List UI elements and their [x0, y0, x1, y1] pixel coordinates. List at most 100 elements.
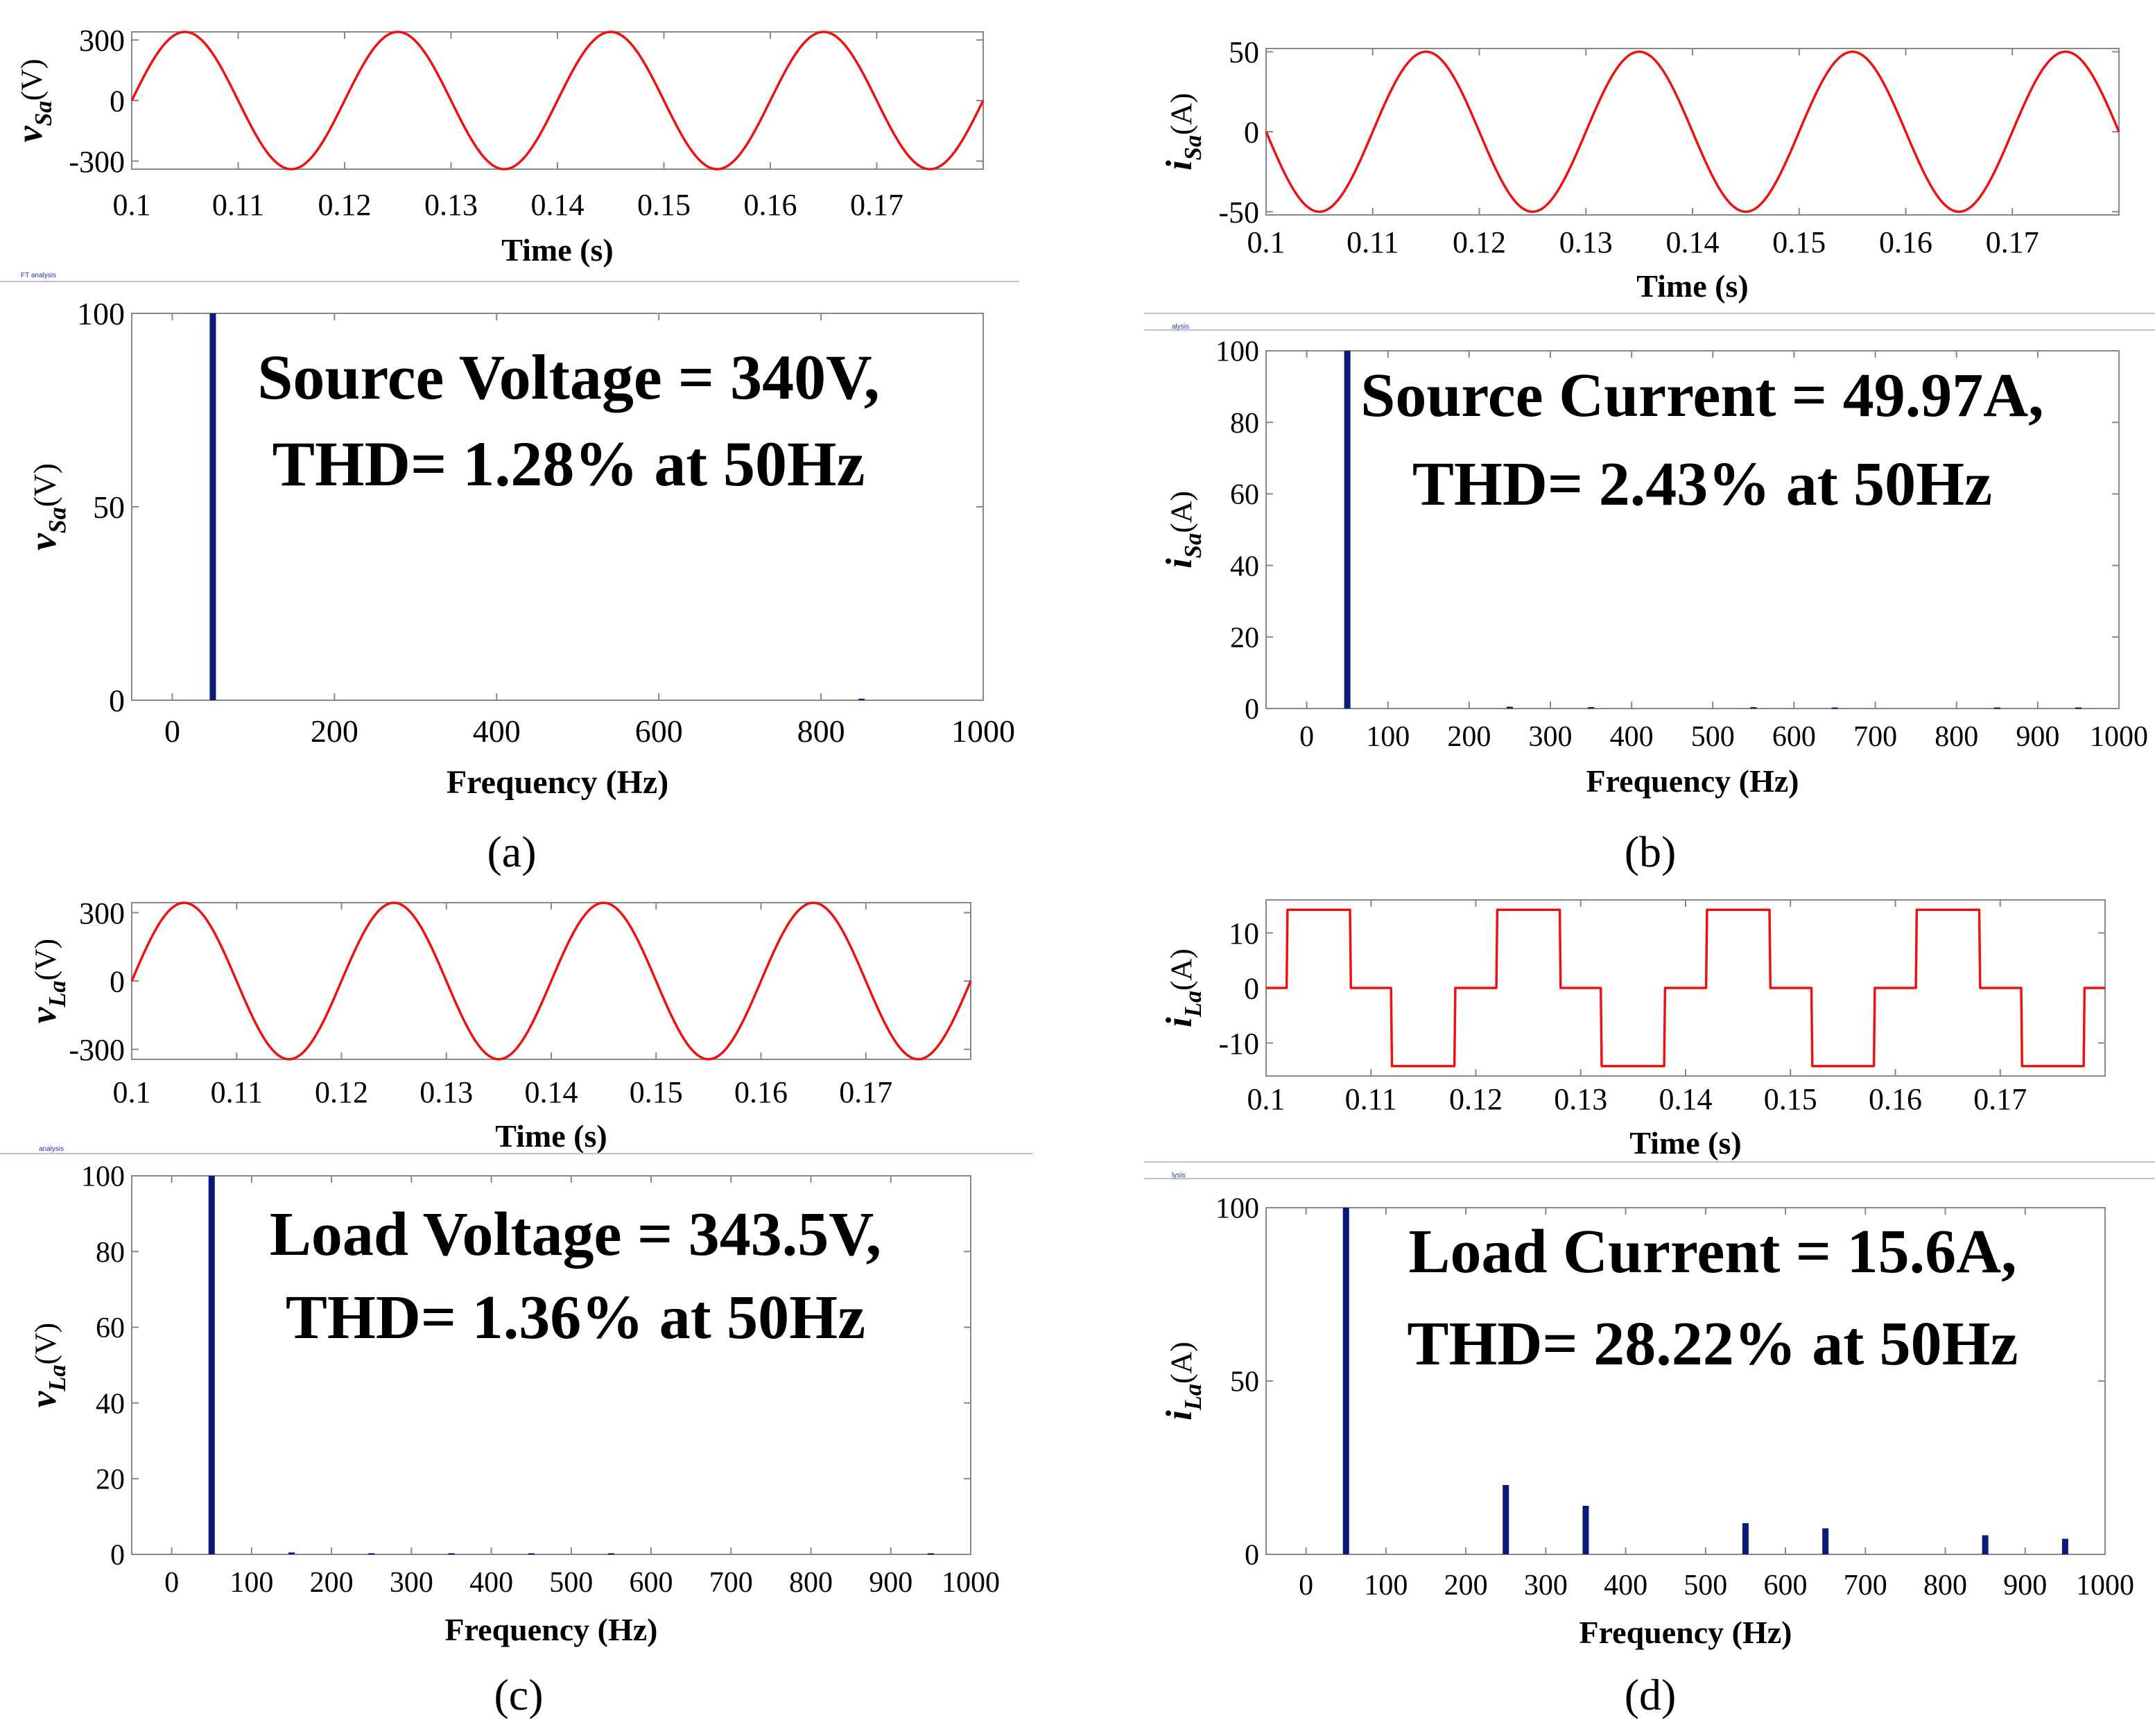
x-tick-label: 0.1	[113, 1075, 151, 1109]
harmonic-bar	[1506, 706, 1513, 709]
y-axis-label: iSa(A)	[1159, 491, 1206, 568]
x-tick-label: 200	[310, 1567, 354, 1599]
x-tick-label: 1000	[2076, 1570, 2134, 1602]
x-tick-label: 0	[1299, 721, 1314, 753]
x-tick-label: 0.13	[1554, 1082, 1607, 1116]
thd-annotation-line: Source Current = 49.97A,	[1360, 361, 2043, 430]
y-axis-label: vSa(V)	[21, 463, 71, 550]
x-tick-label: 200	[1444, 1570, 1488, 1602]
x-tick-label: 200	[1447, 721, 1491, 753]
x-tick-label: 0.1	[1247, 1082, 1286, 1116]
x-tick-label: 0.12	[1453, 225, 1506, 259]
x-tick-label: 0.11	[1345, 1082, 1397, 1116]
x-axis-label: Time (s)	[1629, 1125, 1741, 1161]
x-tick-label: 300	[1529, 721, 1573, 753]
y-axis-label-sub: Sa	[1180, 533, 1206, 558]
y-tick-label: 40	[96, 1388, 125, 1420]
panel-d: 0.1 0.11 0.12 0.13 0.14 0.15 0.16 0.17 -10 0 10 Tim…	[1144, 899, 2155, 1719]
y-tick-label: 10	[1229, 917, 1259, 951]
chart-c-fft: 0 100 200 300 400 500 600 700 800 900 1000 0 20 40 60 8…	[24, 1161, 1000, 1647]
chart-d-time: 0.1 0.11 0.12 0.13 0.14 0.15 0.16 0.17 -10 0 10 Tim…	[1159, 899, 2106, 1161]
y-tick-label: 60	[96, 1312, 125, 1344]
x-tick-label: 800	[797, 713, 845, 749]
harmonic-bar	[1582, 1506, 1589, 1554]
y-axis-label-var: i	[1159, 1410, 1200, 1421]
chart-b-time: 0.1 0.11 0.12 0.13 0.14 0.15 0.16 0.17 -50 0 50 Tim…	[1159, 35, 2120, 304]
toolbar-label-a: FT analysis	[21, 272, 56, 279]
y-axis-label-unit: (V)	[15, 59, 49, 101]
x-tick-label: 300	[390, 1567, 433, 1599]
x-tick-label: 0.16	[1879, 225, 1932, 259]
y-axis-label-sub: Sa	[43, 507, 71, 533]
y-axis-label-sub: La	[1180, 1384, 1206, 1411]
x-tick-label: 0.13	[424, 188, 478, 222]
x-axis-label: Time (s)	[1636, 268, 1748, 304]
harmonic-bar	[1503, 1485, 1509, 1554]
y-tick-label: 0	[1245, 1540, 1259, 1572]
thd-annotation-line: THD= 28.22% at 50Hz	[1407, 1310, 2018, 1378]
x-tick-label: 0.11	[212, 188, 264, 222]
x-tick-label: 500	[1684, 1570, 1727, 1602]
x-tick-label: 100	[1364, 1570, 1408, 1602]
y-axis-label-sub: La	[1180, 991, 1206, 1018]
x-axis-label: Frequency (Hz)	[1579, 1615, 1792, 1650]
y-axis-label-unit: (V)	[29, 1323, 62, 1365]
thd-annotation-line: Load Current = 15.6A,	[1408, 1217, 2016, 1286]
y-tick-label: 100	[1215, 1193, 1259, 1225]
y-tick-label: 0	[1244, 971, 1259, 1005]
harmonic-bar	[368, 1553, 375, 1555]
y-tick-label: 50	[1229, 35, 1259, 69]
harmonic-bar	[2075, 707, 2082, 709]
y-tick-label: 80	[96, 1237, 125, 1269]
x-tick-label: 400	[473, 713, 521, 749]
y-tick-label: -300	[69, 145, 125, 179]
x-tick-label: 0.14	[531, 188, 585, 222]
thd-annotation-line: THD= 2.43% at 50Hz	[1412, 450, 1992, 519]
harmonic-bar	[927, 1553, 934, 1555]
y-axis-label-var: v	[24, 1391, 64, 1407]
panel-label-a: (a)	[487, 827, 536, 876]
x-tick-label: 900	[869, 1567, 912, 1599]
y-tick-label: 100	[77, 296, 125, 331]
chart-d-fft: 0 100 200 300 400 500 600 700 800 900 1000 0 50 100 Fr…	[1159, 1193, 2134, 1650]
y-axis-label-unit: (A)	[1165, 491, 1198, 533]
y-tick-label: 0	[110, 1540, 125, 1572]
x-tick-label: 0.12	[318, 188, 372, 222]
y-tick-label: -10	[1218, 1027, 1259, 1061]
harmonic-bar	[1344, 351, 1351, 709]
x-tick-label: 800	[789, 1567, 833, 1599]
x-tick-label: 1000	[2090, 721, 2148, 753]
y-tick-label: 50	[1230, 1366, 1259, 1398]
plot-frame	[131, 1175, 971, 1555]
toolbar-label-b: alysis	[1172, 323, 1189, 331]
x-tick-label: 0.12	[1449, 1082, 1503, 1116]
y-axis-label: iLa(A)	[1159, 948, 1206, 1027]
x-tick-label: 900	[2016, 721, 2059, 753]
thd-annotation-line: Load Voltage = 343.5V,	[270, 1200, 881, 1269]
waveform-line	[1265, 908, 2106, 1068]
x-tick-label: 0.12	[315, 1075, 368, 1109]
panel-c: 0.1 0.11 0.12 0.13 0.14 0.15 0.16 0.17 -300 0 300 T…	[0, 896, 1033, 1719]
harmonic-bar	[1742, 1523, 1749, 1554]
y-axis-label-sub: La	[44, 1364, 71, 1391]
y-tick-label: -50	[1218, 196, 1259, 229]
x-tick-label: 0.14	[1659, 1082, 1713, 1116]
y-tick-label: 0	[110, 84, 125, 118]
panel-a: 0.1 0.11 0.12 0.13 0.14 0.15 0.16 0.17 -300 0 300 T…	[0, 24, 1019, 876]
x-tick-label: 600	[635, 713, 683, 749]
x-tick-label: 400	[469, 1567, 513, 1599]
panel-b: 0.1 0.11 0.12 0.13 0.14 0.15 0.16 0.17 -50 0 50 Tim…	[1144, 35, 2155, 876]
y-axis-label-sub: La	[44, 980, 71, 1007]
y-axis-label-var: v	[21, 533, 64, 550]
chart-a-fft: 0 200 400 600 800 1000 0 50 100 Frequency (Hz) vSa…	[21, 296, 1015, 801]
x-tick-label: 0.11	[211, 1075, 263, 1109]
y-tick-label: 50	[93, 489, 125, 525]
x-tick-label: 0.13	[419, 1075, 473, 1109]
y-tick-label: 40	[1230, 550, 1259, 582]
waveform-line	[130, 31, 985, 171]
y-tick-label: 100	[1215, 336, 1259, 368]
x-tick-label: 400	[1604, 1570, 1647, 1602]
harmonic-bar	[607, 1553, 614, 1555]
y-axis-label: iSa(A)	[1159, 93, 1206, 171]
y-axis-label-var: v	[24, 1007, 64, 1023]
